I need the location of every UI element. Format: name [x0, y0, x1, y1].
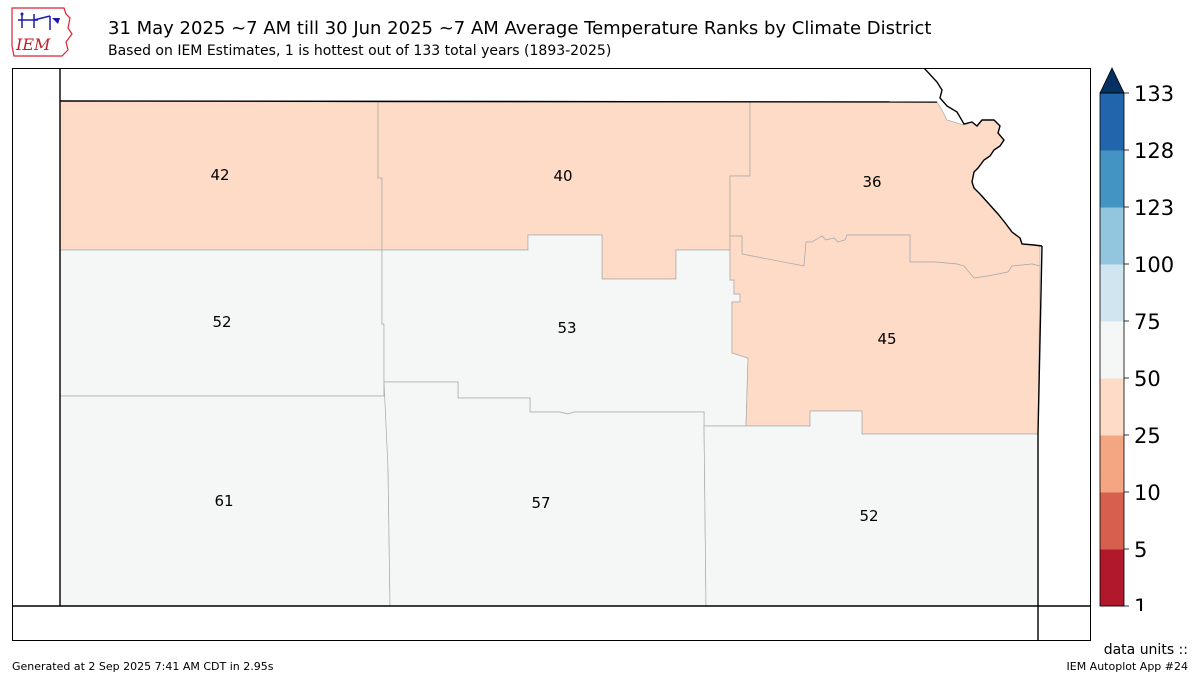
- district-rank-east-central: 45: [877, 330, 896, 348]
- colorbar-swatch: [1100, 435, 1124, 493]
- colorbar-tick-label: 123: [1134, 196, 1174, 220]
- colorbar-swatch: [1100, 549, 1124, 607]
- district-rank-south-central: 57: [531, 494, 550, 512]
- colorbar-tick-label: 5: [1134, 538, 1147, 562]
- district-rank-southwest: 61: [214, 492, 233, 510]
- district-rank-northeast: 36: [862, 173, 881, 191]
- map-title: 31 May 2025 ~7 AM till 30 Jun 2025 ~7 AM…: [108, 18, 932, 39]
- colorbar-tick-label: 1: [1134, 595, 1147, 611]
- state-border-north: [59, 100, 938, 103]
- district-rank-central: 53: [557, 319, 576, 337]
- colorbar-swatch: [1100, 207, 1124, 265]
- colorbar-tick-label: 10: [1134, 481, 1161, 505]
- units-label: data units ::: [1103, 642, 1188, 658]
- colorbar-swatch: [1100, 378, 1124, 436]
- colorbar-tick-label: 25: [1134, 424, 1161, 448]
- colorbar-swatch: [1100, 150, 1124, 208]
- colorbar-swatch: [1100, 492, 1124, 550]
- colorbar-tick-label: 128: [1134, 139, 1174, 163]
- state-border-east: [1037, 245, 1043, 641]
- map-subtitle: Based on IEM Estimates, 1 is hottest out…: [108, 43, 612, 59]
- district-rank-west-central: 52: [212, 313, 231, 331]
- colorbar-extend-arrow: [1099, 67, 1125, 94]
- colorbar-tick-label: 133: [1134, 82, 1174, 106]
- district-rank-southeast: 52: [859, 507, 878, 525]
- state-border-river: [923, 68, 1043, 247]
- generated-footer: Generated at 2 Sep 2025 7:41 AM CDT in 2…: [12, 660, 274, 673]
- climate-district-map: 42 40 36 52 53 45 61 57 52: [12, 68, 1091, 641]
- app-footer: IEM Autoplot App #24: [1066, 660, 1189, 673]
- colorbar-tick-label: 75: [1134, 310, 1161, 334]
- colorbar-tick-label: 100: [1134, 253, 1174, 277]
- district-rank-north-central: 40: [553, 167, 572, 185]
- colorbar-swatch: [1100, 93, 1124, 151]
- iem-logo: IEM: [11, 7, 73, 57]
- colorbar-tick-label: 50: [1134, 367, 1161, 391]
- district-east-central: [729, 234, 1041, 435]
- logo-text: IEM: [15, 35, 51, 54]
- colorbar: 133 128 123 100 75 50 25 10 5 1: [1099, 67, 1174, 611]
- district-rank-northwest: 42: [210, 166, 229, 184]
- colorbar-swatch: [1100, 264, 1124, 322]
- colorbar-swatch: [1100, 321, 1124, 379]
